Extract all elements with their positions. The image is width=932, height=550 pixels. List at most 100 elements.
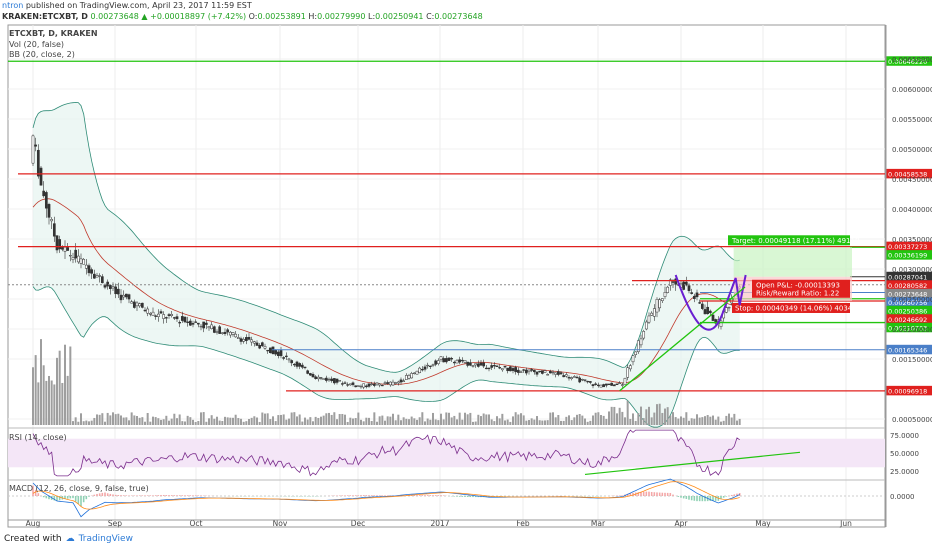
candle-body xyxy=(394,382,398,384)
volume-bar xyxy=(48,375,50,425)
macd-hist-bar xyxy=(664,492,666,496)
x-tick-label: Apr xyxy=(675,519,689,528)
volume-bar xyxy=(53,384,56,425)
candle-body xyxy=(68,254,72,257)
candle-body xyxy=(532,369,536,373)
volume-bar xyxy=(576,414,578,425)
volume-bar xyxy=(309,417,312,425)
volume-bar xyxy=(34,355,37,425)
volume-bar xyxy=(552,412,554,425)
price-tag-bg xyxy=(886,168,932,179)
volume-bar xyxy=(296,416,298,425)
volume-bar xyxy=(314,416,317,425)
candle-body xyxy=(442,358,446,363)
volume-bar xyxy=(477,414,480,425)
candle-body xyxy=(660,298,664,301)
volume-bar xyxy=(536,416,538,425)
volume-bar xyxy=(680,416,682,425)
volume-bar xyxy=(584,418,586,425)
volume-bar xyxy=(42,365,45,425)
candle-body xyxy=(591,384,595,387)
volume-bar xyxy=(642,418,645,425)
macd-hist-bar xyxy=(370,495,373,496)
volume-bar xyxy=(522,415,525,425)
candle-body xyxy=(508,366,512,372)
publish-text: published on TradingView.com, April 23, … xyxy=(25,1,252,10)
volume-bar xyxy=(613,406,616,425)
macd-hist-bar xyxy=(341,495,344,496)
price-tag-bg xyxy=(886,297,932,307)
macd-hist-bar xyxy=(357,495,360,496)
macd-hist-bar xyxy=(104,492,106,496)
volume-bar xyxy=(170,418,173,425)
candle-body xyxy=(372,383,376,386)
volume-bar xyxy=(621,411,624,425)
author-link[interactable]: ntron xyxy=(2,1,24,10)
volume-bar xyxy=(578,414,581,425)
candle-body xyxy=(386,382,390,384)
x-tick-label: Feb xyxy=(516,519,530,528)
volume-bar xyxy=(72,421,74,425)
candle-body xyxy=(607,383,611,386)
macd-hist-bar xyxy=(474,496,477,498)
volume-bar xyxy=(592,415,594,425)
volume-bar xyxy=(37,382,40,425)
candle-body xyxy=(495,365,499,367)
candle-body xyxy=(511,368,515,371)
volume-bar xyxy=(730,417,733,425)
volume-bar xyxy=(165,415,168,425)
macd-hist-bar xyxy=(642,491,645,496)
macd-hist-bar xyxy=(626,493,629,496)
candle-body xyxy=(218,326,222,334)
candle-body xyxy=(439,356,443,360)
volume-bar xyxy=(184,421,186,425)
candle-body xyxy=(44,192,48,209)
volume-bar xyxy=(538,420,541,425)
macd-hist-bar xyxy=(34,489,37,496)
candle-body xyxy=(148,313,152,315)
candle-body xyxy=(194,321,198,323)
volume-bar xyxy=(653,412,656,425)
macd-hist-bar xyxy=(725,496,728,497)
candle-body xyxy=(63,246,67,252)
candle-body xyxy=(210,324,214,330)
volume-bar xyxy=(362,421,365,425)
volume-bar xyxy=(597,412,600,425)
macd-hist-bar xyxy=(645,491,648,496)
macd-hist-bar xyxy=(712,496,714,501)
volume-bar xyxy=(237,418,240,425)
volume-bar xyxy=(650,417,653,425)
tradingview-link[interactable]: TradingView xyxy=(78,534,133,544)
volume-bar xyxy=(269,419,272,425)
candle-body xyxy=(479,362,483,366)
rsi-legend: RSI (14, close) xyxy=(9,433,67,442)
rsi-tick-label: 25.0000 xyxy=(890,468,919,476)
macd-hist-bar xyxy=(477,496,480,498)
price-tag-bg xyxy=(886,280,932,290)
volume-bar xyxy=(410,416,413,425)
x-tick-label: 2017 xyxy=(430,519,449,528)
macd-signal-line xyxy=(32,481,740,510)
volume-bar xyxy=(586,421,589,425)
candle-body xyxy=(303,366,307,369)
volume-bar xyxy=(114,414,117,425)
volume-bar xyxy=(637,413,640,425)
candle-body xyxy=(540,370,544,374)
candle-body xyxy=(60,247,64,250)
macd-hist-bar xyxy=(346,495,349,496)
volume-bar xyxy=(40,339,42,425)
macd-hist-bar xyxy=(677,496,680,497)
volume-bar xyxy=(736,420,738,425)
volume-bar xyxy=(696,414,698,425)
volume-bar xyxy=(496,416,498,425)
candle-body xyxy=(348,383,352,386)
macd-hist-bar xyxy=(154,495,157,496)
volume-bar xyxy=(197,421,200,425)
candle-body xyxy=(324,377,328,381)
candle-body xyxy=(543,370,547,373)
candle-body xyxy=(234,333,238,338)
candle-body xyxy=(140,302,144,308)
macd-hist-bar xyxy=(64,496,66,500)
volume-bar xyxy=(178,414,181,425)
